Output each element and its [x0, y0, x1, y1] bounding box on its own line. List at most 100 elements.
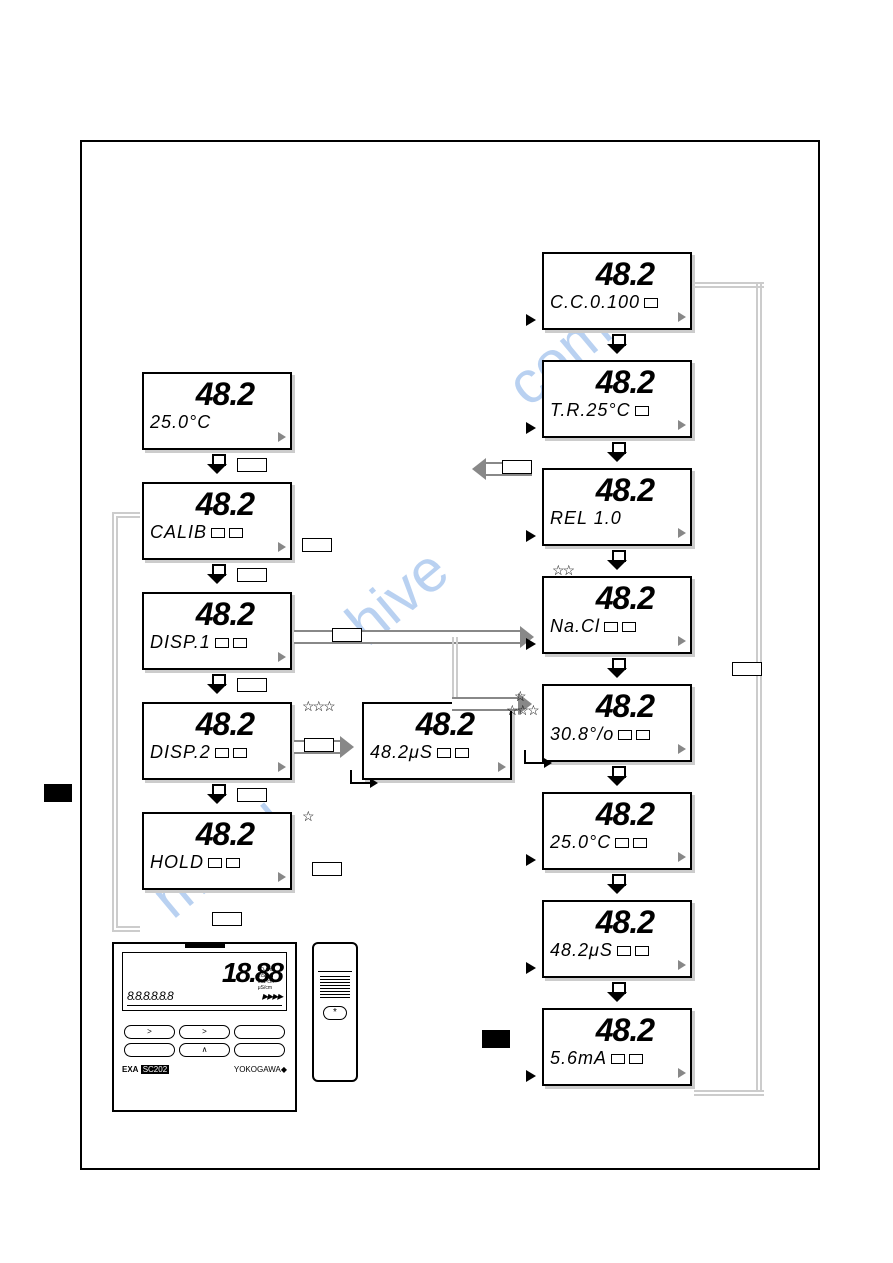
connector-line [452, 637, 462, 702]
device-sub-display: 8.8.8.8.8.8 ▸▸▸▸ [127, 989, 282, 1003]
device-button[interactable] [234, 1025, 285, 1039]
arrow-down-icon [606, 550, 628, 570]
margin-tab [482, 1030, 510, 1048]
indicator-icon [678, 636, 686, 646]
node-calib: 48.2 CALIB [142, 482, 292, 560]
node-label: 25.0°C [150, 412, 211, 433]
key-box [312, 862, 342, 876]
arrow-down-icon [606, 658, 628, 678]
arrow-in-icon [526, 962, 536, 974]
device-illustration: 18.88 kΩ·cm mS/cm MΩ·cm μS/cm 8.8.8.8.8.… [112, 942, 297, 1112]
node-label: 5.6mA [550, 1048, 607, 1069]
sensor-grill [320, 976, 350, 1000]
loop-line-right [702, 282, 762, 1092]
connector-line [694, 282, 764, 288]
device-button[interactable]: ∧ [179, 1043, 230, 1057]
indicator-icon [278, 542, 286, 552]
node-value: 48.2 [550, 366, 684, 398]
indicator-icon [678, 960, 686, 970]
node-label: REL 1.0 [550, 508, 622, 529]
star-marker: ☆☆☆ [302, 698, 334, 715]
indicator-icon [678, 1068, 686, 1078]
arrow-down-icon [206, 564, 228, 584]
node-value: 48.2 [550, 474, 684, 506]
node-value: 48.2 [370, 708, 504, 740]
node-value: 48.2 [150, 708, 284, 740]
star-marker: ☆☆ [552, 562, 573, 579]
arrow-down-icon [206, 674, 228, 694]
arrow-down-icon [206, 784, 228, 804]
star-marker: ☆☆☆ [506, 702, 538, 719]
return-arrow-icon [350, 770, 370, 784]
node-label: CALIB [150, 522, 207, 543]
arrow-down-icon [606, 874, 628, 894]
node-disp1: 48.2 DISP.1 [142, 592, 292, 670]
loop-line-left [112, 512, 140, 932]
node-cc: 48.2 C.C.0.100 [542, 252, 692, 330]
node-value: 48.2 [150, 488, 284, 520]
node-value: 48.2 [150, 598, 284, 630]
key-box [237, 458, 267, 472]
arrow-down-icon [606, 766, 628, 786]
node-value: 48.2 [550, 690, 684, 722]
arrow-down-icon [606, 334, 628, 354]
node-label: 48.2μS [370, 742, 433, 763]
node-value: 48.2 [150, 378, 284, 410]
node-label: Na.Cl [550, 616, 600, 637]
indicator-icon [278, 872, 286, 882]
arrow-in-icon [526, 314, 536, 326]
arrow-in-icon [526, 1070, 536, 1082]
key-box [237, 678, 267, 692]
node-label: 48.2μS [550, 940, 613, 961]
arrow-down-icon [206, 454, 228, 474]
device-notch [185, 942, 225, 948]
key-box [237, 788, 267, 802]
margin-tab [44, 784, 72, 802]
node-value: 48.2 [550, 582, 684, 614]
indicator-icon [678, 420, 686, 430]
node-label: 30.8°/o [550, 724, 614, 745]
indicator-icon [678, 528, 686, 538]
node-value: 48.2 [150, 818, 284, 850]
node-tr: 48.2 T.R.25°C [542, 360, 692, 438]
indicator-icon [278, 762, 286, 772]
node-label: T.R.25°C [550, 400, 631, 421]
node-label: C.C.0.100 [550, 292, 640, 313]
node-value: 48.2 [550, 798, 684, 830]
indicator-icon [678, 312, 686, 322]
device-button[interactable] [124, 1043, 175, 1057]
diagram-frame: com hive manu 48.2 25.0°C 48.2 CALIB 48.… [80, 140, 820, 1170]
indicator-icon [678, 852, 686, 862]
indicator-icon [498, 762, 506, 772]
indicator-icon [278, 432, 286, 442]
device-button[interactable]: > [179, 1025, 230, 1039]
indicator-icon [678, 744, 686, 754]
node-label: 25.0°C [550, 832, 611, 853]
arrow-right-icon [294, 630, 534, 644]
arrow-in-icon [526, 854, 536, 866]
key-box [212, 912, 242, 926]
device-screen: 18.88 kΩ·cm mS/cm MΩ·cm μS/cm 8.8.8.8.8.… [122, 952, 287, 1011]
sensor-illustration: * [312, 942, 358, 1082]
node-label: DISP.1 [150, 632, 211, 653]
key-box [332, 628, 362, 642]
sensor-button[interactable]: * [323, 1006, 347, 1020]
device-button[interactable] [234, 1043, 285, 1057]
node-hold: 48.2 HOLD [142, 812, 292, 890]
key-box [237, 568, 267, 582]
device-units: kΩ·cm mS/cm MΩ·cm μS/cm [258, 967, 274, 991]
node-label: HOLD [150, 852, 204, 873]
node-temp: 48.2 25.0°C [142, 372, 292, 450]
indicator-icon [278, 652, 286, 662]
key-box [304, 738, 334, 752]
node-value: 48.2 [550, 1014, 684, 1046]
node-value: 48.2 [550, 906, 684, 938]
key-box [732, 662, 762, 676]
key-box [502, 460, 532, 474]
node-temp2: 48.2 25.0°C [542, 792, 692, 870]
device-button[interactable]: > [124, 1025, 175, 1039]
device-keypad: > > ∧ [114, 1019, 295, 1063]
arrow-down-icon [606, 982, 628, 1002]
node-percent: 48.2 30.8°/o [542, 684, 692, 762]
node-rel: 48.2 REL 1.0 [542, 468, 692, 546]
